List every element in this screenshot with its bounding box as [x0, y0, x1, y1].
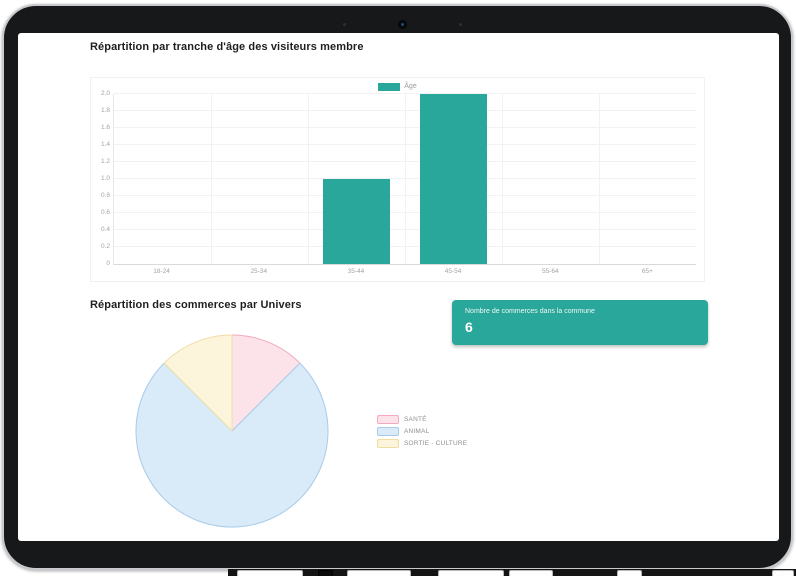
bar-chart-plot-area: 0 0.2 0.4 0.6 0.8 1.0 1.2 1.4 1.6 1.8 2.0: [101, 90, 696, 267]
legend-label: SANTÉ: [404, 416, 427, 423]
legend-swatch: [377, 415, 399, 424]
y-axis-tick: 1.8: [100, 107, 110, 114]
x-axis-label: 65+: [641, 268, 653, 275]
pie-legend-item[interactable]: SORTIE - CULTURE: [377, 439, 467, 448]
camera-lens-icon: [401, 23, 404, 26]
legend-swatch-age: [378, 82, 401, 91]
keyboard-key: [318, 570, 333, 576]
gridline: [599, 94, 600, 264]
y-axis-tick: 0.2: [100, 243, 110, 250]
pie-legend-item[interactable]: SANTÉ: [377, 415, 467, 424]
legend-label-age: Âge: [404, 83, 417, 90]
keyboard-edge: [228, 569, 796, 576]
legend-label: SORTIE - CULTURE: [404, 440, 468, 447]
y-axis-tick: 0.6: [100, 209, 110, 216]
commerce-count-card: Nombre de commerces dans la commune 6: [452, 300, 708, 345]
legend-swatch: [377, 439, 399, 448]
x-axis-label: 45-54: [444, 268, 462, 275]
front-camera-icon: [398, 20, 407, 29]
sensor-dot-icon: [459, 23, 462, 26]
pie-chart-title: Répartition des commerces par Univers: [90, 299, 302, 311]
keyboard-key: [509, 570, 553, 576]
pie-slice-sant-[interactable]: [231, 334, 301, 432]
gridline: [405, 94, 406, 264]
keyboard-key: [438, 570, 504, 576]
pie-slice-sortie-culture[interactable]: [163, 334, 233, 432]
commerce-count-label: Nombre de commerces dans la commune: [465, 308, 595, 315]
bar-chart-title: Répartition par tranche d'âge des visite…: [90, 41, 364, 53]
gridline: [502, 94, 503, 264]
gridline: [308, 94, 309, 264]
sensor-dot-icon: [343, 23, 346, 26]
bar-35-44[interactable]: [322, 179, 391, 264]
y-axis-tick: 0.4: [100, 226, 110, 233]
gridline: [114, 93, 696, 94]
pie-slice-animal[interactable]: [135, 362, 329, 528]
y-axis-tick: 0.8: [100, 192, 110, 199]
x-axis-label: 35-44: [347, 268, 365, 275]
bar-45-54[interactable]: [419, 94, 488, 264]
gridline: [211, 94, 212, 264]
bar-chart-x-axis-labels: 18-24 25-34 35-44 45-54 55-64 65+: [113, 268, 696, 275]
commerce-count-value: 6: [465, 319, 473, 335]
y-axis-tick: 1.2: [100, 158, 110, 165]
pie-legend-item[interactable]: ANIMAL: [377, 427, 467, 436]
y-axis-tick: 2.0: [100, 90, 110, 97]
keyboard-key: [347, 570, 411, 576]
legend-label: ANIMAL: [404, 428, 430, 435]
y-axis-tick: 1.6: [100, 124, 110, 131]
y-axis-tick: 1.0: [100, 175, 110, 182]
x-axis-label: 25-34: [250, 268, 268, 275]
keyboard-key: [772, 570, 794, 576]
x-axis-label: 55-64: [541, 268, 559, 275]
keyboard-key: [617, 570, 642, 576]
legend-swatch: [377, 427, 399, 436]
y-axis-tick: 1.4: [100, 141, 110, 148]
keyboard-key: [237, 570, 303, 576]
pie-chart-legend: SANTÉ ANIMAL SORTIE - CULTURE: [377, 415, 467, 448]
x-axis-label: 18-24: [153, 268, 170, 275]
bar-chart-legend[interactable]: Âge: [91, 80, 704, 93]
age-bar-chart: Âge 0 0.2 0.4 0.6 0.8 1.0 1.2 1.4 1.6 1.8 2.0 18-2…: [90, 77, 705, 282]
commerce-pie-chart: [135, 334, 329, 528]
y-axis-tick: 0: [106, 260, 110, 267]
dashboard-screen: Répartition par tranche d'âge des visite…: [18, 33, 779, 541]
